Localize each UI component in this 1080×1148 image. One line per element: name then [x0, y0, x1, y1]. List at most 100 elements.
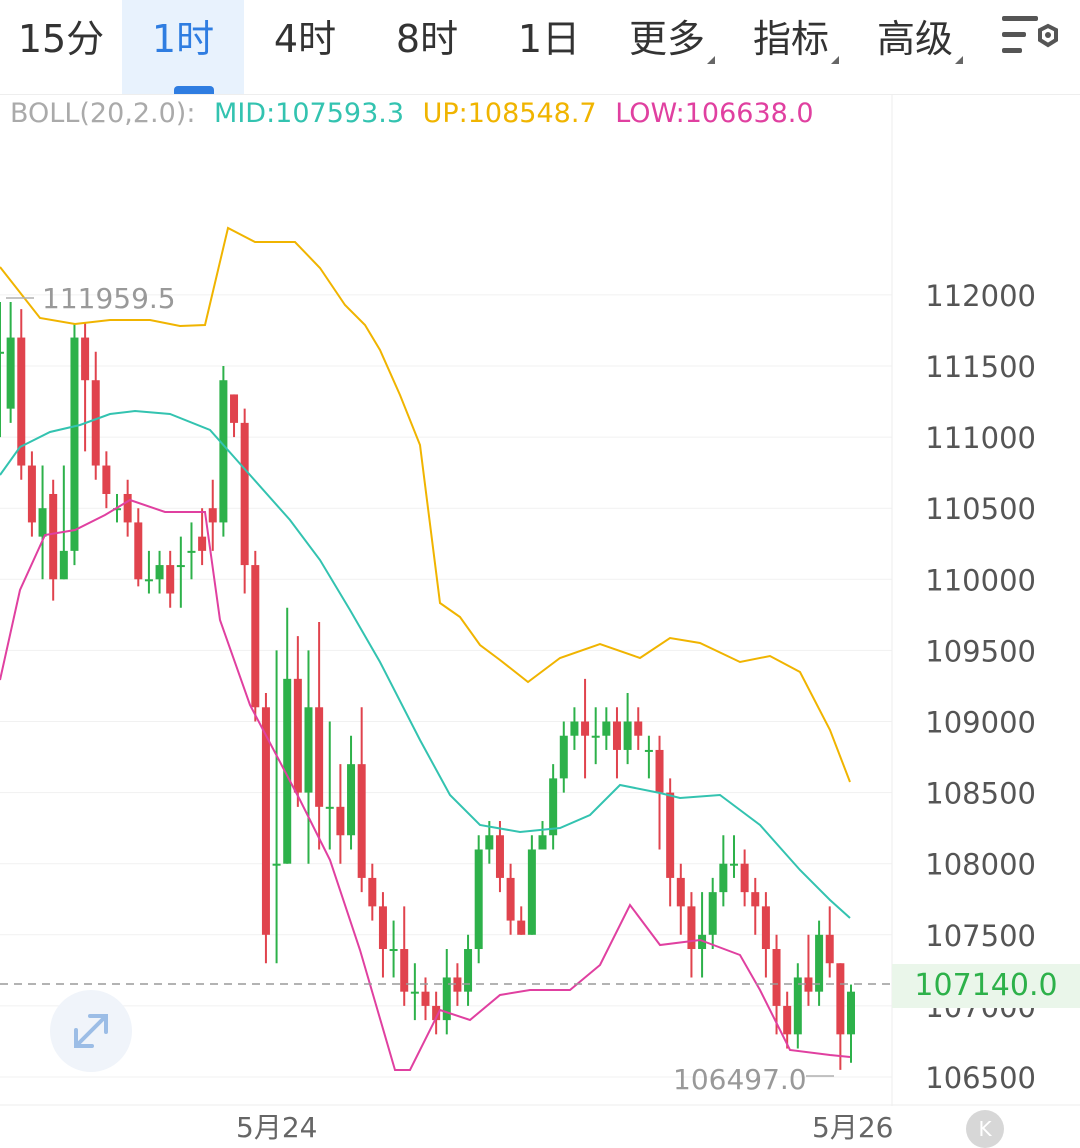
candle: [378, 892, 387, 978]
candle: [581, 678, 590, 779]
candle: [836, 963, 845, 1070]
k-toggle-button[interactable]: K: [966, 1110, 1004, 1148]
candle: [485, 821, 494, 864]
price-tick-label: 111000: [925, 421, 1036, 455]
tab-8h[interactable]: 8时: [366, 0, 488, 94]
candle: [17, 309, 26, 480]
tab-more-label: 更多: [628, 17, 705, 61]
candle: [847, 984, 855, 1063]
tab-4h[interactable]: 4时: [244, 0, 366, 94]
candle: [474, 835, 483, 964]
tab-advanced[interactable]: 高级: [858, 0, 982, 94]
candle: [49, 479, 58, 601]
candles: [0, 302, 855, 1070]
candle: [761, 892, 770, 978]
tab-15m[interactable]: 15分: [0, 0, 122, 94]
candle: [240, 408, 249, 594]
boll-low-value: LOW:106638.0: [615, 98, 814, 129]
candle: [208, 479, 217, 551]
candle: [293, 636, 302, 807]
high-price-label: 111959.5: [42, 282, 176, 315]
candle: [464, 934, 473, 1006]
candle: [251, 550, 260, 722]
candle: [825, 906, 834, 978]
candle: [602, 707, 611, 750]
low-price-label: 106497.0: [673, 1063, 807, 1096]
candle: [0, 302, 4, 438]
settings-sliders-icon[interactable]: [1000, 12, 1060, 62]
candle: [325, 721, 334, 850]
candle: [261, 693, 270, 964]
candle: [176, 536, 185, 608]
candle: [315, 621, 324, 850]
price-tick-label: 108500: [925, 777, 1036, 811]
candle: [442, 949, 451, 1035]
candle: [591, 707, 600, 765]
price-tick-label: 106500: [925, 1061, 1036, 1095]
candle: [708, 877, 717, 950]
candle: [719, 835, 728, 907]
candle: [751, 877, 760, 935]
candle: [527, 835, 536, 935]
tab-advanced-label: 高级: [876, 17, 953, 61]
dropdown-caret-icon: [707, 56, 715, 64]
candle: [815, 920, 824, 1006]
price-tick-label: 107500: [925, 919, 1036, 953]
expand-arrows-icon: [74, 1014, 108, 1048]
boll-low-line: [0, 498, 851, 1071]
tab-1d[interactable]: 1日: [488, 0, 610, 94]
candle: [644, 735, 653, 779]
price-tick-label: 111500: [925, 350, 1036, 384]
active-tab-indicator: [174, 86, 214, 94]
boll-indicator-legend: BOLL(20,2.0): MID:107593.3 UP:108548.7 L…: [10, 98, 824, 129]
tab-8h-label: 8时: [395, 17, 459, 61]
candle: [729, 835, 738, 878]
candle: [134, 508, 143, 587]
candle: [155, 550, 164, 594]
candle: [347, 735, 356, 850]
price-tick-label: 112000: [925, 279, 1036, 313]
candle: [91, 351, 100, 480]
candle: [272, 650, 281, 964]
tab-indicators[interactable]: 指标: [734, 0, 858, 94]
candle: [687, 892, 696, 978]
tab-1d-label: 1日: [517, 17, 581, 61]
candle: [123, 479, 132, 537]
candle: [59, 465, 68, 580]
boll-mid-line: [0, 409, 851, 919]
dropdown-caret-icon: [831, 56, 839, 64]
candle: [495, 821, 504, 893]
candle: [357, 707, 366, 893]
candle: [453, 963, 462, 1006]
tab-1h[interactable]: 1时: [122, 0, 244, 94]
candle: [698, 892, 707, 978]
candle: [144, 550, 153, 594]
price-tick-label: 109500: [925, 634, 1036, 668]
candle: [304, 650, 313, 864]
candle: [538, 821, 547, 850]
candle: [336, 764, 345, 864]
fullscreen-button[interactable]: [50, 990, 132, 1072]
tab-indicators-label: 指标: [752, 17, 829, 61]
current-price-badge: 107140.0: [892, 964, 1080, 1008]
date-label-2: 5月26: [812, 1111, 894, 1144]
tab-1h-label: 1时: [151, 17, 215, 61]
candle: [666, 778, 675, 907]
tab-15m-label: 15分: [17, 17, 105, 61]
candle: [506, 863, 515, 935]
candle: [6, 302, 15, 423]
price-tick-label: 108000: [925, 848, 1036, 882]
candle: [198, 508, 207, 566]
boll-up-line: [0, 226, 851, 783]
candle: [70, 323, 79, 566]
candle: [804, 934, 813, 1006]
candle: [676, 863, 685, 935]
candle: [634, 707, 643, 750]
tab-more[interactable]: 更多: [610, 0, 734, 94]
candle: [549, 764, 558, 850]
price-tick-label: 110500: [925, 492, 1036, 526]
candle: [219, 366, 228, 537]
candle: [410, 963, 419, 1021]
candle: [38, 465, 47, 580]
candle: [612, 707, 621, 779]
